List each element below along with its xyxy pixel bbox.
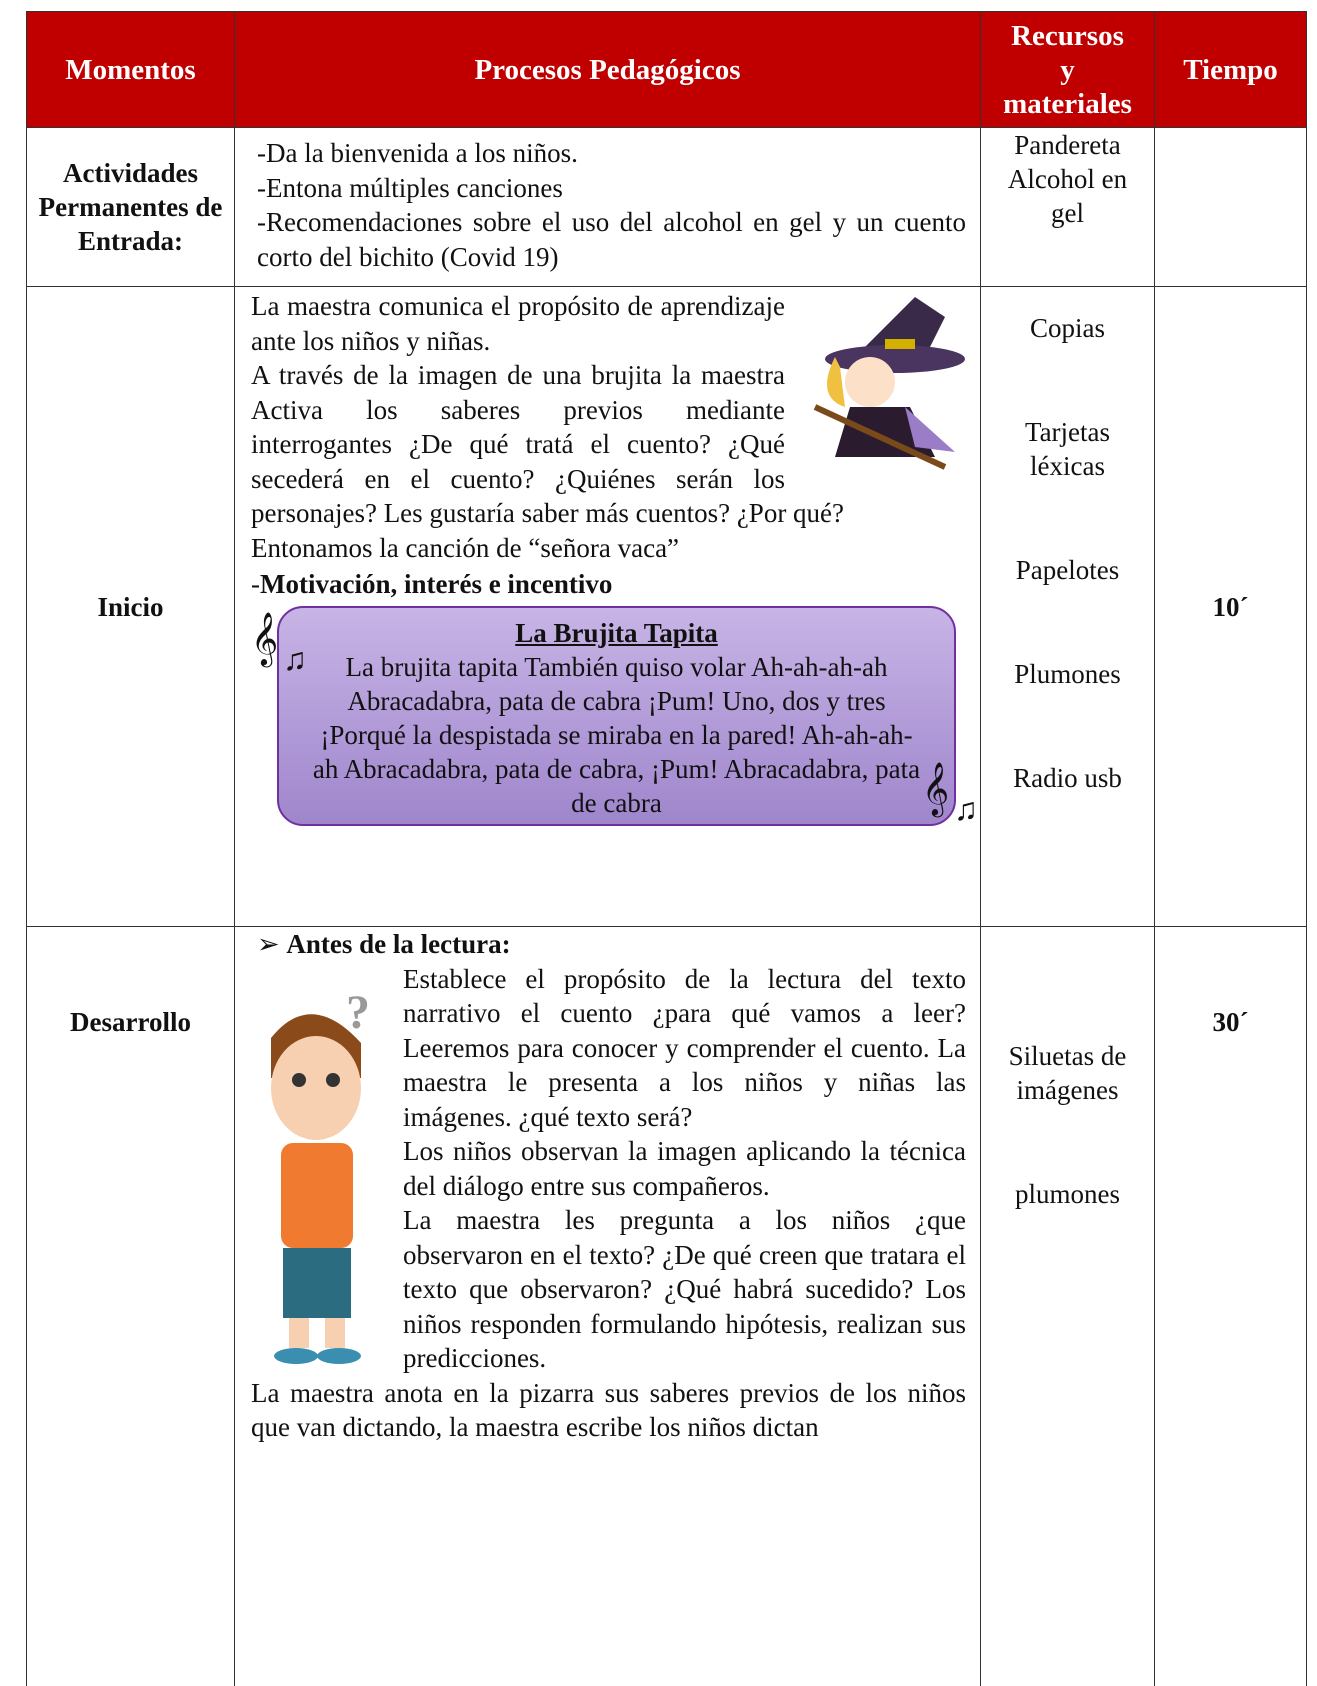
time: 10´ [1212,591,1249,622]
song-box: 𝄞 ♫ La Brujita Tapita La brujita tapita T… [251,605,978,827]
resource: Plumones [1014,659,1121,689]
boy-illustration: ? [271,986,370,1364]
marker: - [251,569,260,599]
process-cell: ➢ Antes de la lectura: ? Establece el pr… [234,926,980,1686]
song-title: La Brujita Tapita [515,617,718,648]
process-text: Establece el propósito de la lectura del… [403,963,966,1132]
resource: Papelotes [1015,555,1120,585]
resources-cell: Pandereta Alcohol en gel [980,127,1154,286]
witch-illustration [813,297,965,470]
header-text: Recursos y materiales [1003,19,1132,120]
header-cell: Procesos Pedagógicos [234,11,980,127]
music-notes: 𝄞 ♫ [251,612,307,677]
time-cell: 10´ [1154,286,1307,926]
resource: Siluetas de imágenes [1008,1041,1127,1105]
resources-cell: Siluetas de imágenes plumones [980,926,1154,1686]
resources-cell: Copias Tarjetas léxicas Papelotes Plumon… [980,286,1154,926]
moment-cell: Desarrollo [26,926,234,1686]
music-notes: 𝄞 ♫ [922,762,978,827]
process-line: -Da la bienvenida a los niños. [257,138,578,168]
process-cell: La maestra comunica el propósito de apre… [234,286,980,926]
moment: Inicio [97,591,164,622]
moment: Desarrollo [70,1007,191,1037]
process-text: Los niños observan la imagen aplicando l… [403,1136,966,1201]
process-line: -Entona múltiples canciones [257,172,563,203]
svg-text:𝄞: 𝄞 [251,612,278,667]
motivation: -Motivación, interés e incentivo [251,567,966,602]
svg-text:?: ? [346,986,370,1039]
marker: ➢ [257,929,280,959]
time-cell: 30´ [1154,926,1307,1686]
resource: Copias [1029,313,1105,343]
subheading: ➢ Antes de la lectura: [251,927,966,962]
process-cell: -Da la bienvenida a los niños. -Entona m… [234,127,980,286]
svg-text:𝄞: 𝄞 [922,762,949,817]
song-text: La brujita tapita También quiso volar Ah… [312,651,921,818]
time: 30´ [1212,1007,1249,1037]
resource: Pandereta [1014,130,1121,160]
process-line: -Recomendaciones sobre el uso del alcoho… [257,207,966,272]
resource: Tarjetas léxicas [1024,417,1111,481]
svg-text:♫: ♫ [283,641,307,677]
process-text: Entonamos la canción de “señora vaca” [251,532,680,563]
resource: Alcohol en gel [1007,164,1128,228]
moment-cell: Inicio [26,286,234,926]
moment: Actividades Permanentes de Entrada: [38,158,223,256]
header-cell: Recursos y materiales [980,11,1154,127]
resource: Radio usb [1013,763,1122,793]
process-text: La maestra anota en la pizarra sus saber… [251,1377,966,1443]
header-text: Procesos Pedagógicos [474,53,741,86]
svg-text:♫: ♫ [954,791,978,827]
process-text: La maestra les pregunta a los niños ¿que… [403,1205,966,1373]
header-text: Momentos [65,53,196,86]
resource: plumones [1015,1179,1120,1209]
header-cell: Momentos [26,11,234,127]
header-cell: Tiempo [1154,11,1307,127]
process-text: La maestra comunica el propósito de apre… [251,291,785,356]
motivation-text: Motivación, interés e incentivo [260,569,613,599]
process-text: A través de la imagen de una brujita la … [251,360,845,528]
moment-cell: Actividades Permanentes de Entrada: [26,127,234,286]
subheading-text: Antes de la lectura: [286,929,511,959]
header-text: Tiempo [1183,53,1278,86]
time-cell [1154,127,1307,286]
